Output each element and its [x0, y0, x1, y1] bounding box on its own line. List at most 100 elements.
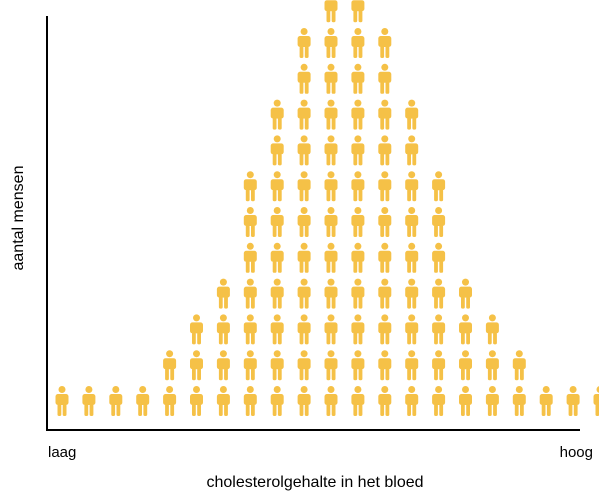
person-icon — [243, 171, 257, 202]
person-icon — [432, 386, 446, 416]
person-icon — [324, 28, 338, 58]
person-icon — [297, 207, 311, 237]
person-icon — [405, 99, 419, 130]
person-icon — [378, 350, 392, 381]
person-icon — [405, 242, 419, 273]
person-icon — [405, 207, 419, 237]
person-icon — [485, 386, 499, 416]
person-icon — [324, 350, 338, 381]
pictogram-column — [566, 386, 580, 416]
person-icon — [136, 386, 150, 416]
person-icon — [216, 314, 230, 345]
person-icon — [459, 386, 472, 416]
person-icon — [270, 278, 284, 309]
person-icon — [297, 350, 311, 381]
person-icon — [324, 99, 338, 130]
person-icon — [270, 207, 284, 237]
person-icon — [270, 99, 284, 130]
person-icon — [270, 135, 284, 166]
pictogram-column — [136, 386, 150, 416]
person-icon — [378, 242, 392, 273]
person-icon — [512, 386, 526, 416]
pictogram-column — [216, 278, 230, 416]
person-icon — [324, 278, 338, 309]
pictogram-column — [378, 28, 392, 416]
person-icon — [297, 28, 311, 58]
person-icon — [351, 278, 365, 309]
person-icon — [216, 278, 230, 309]
pictogram-icons — [55, 0, 599, 416]
person-icon — [297, 171, 311, 202]
person-icon — [566, 386, 580, 416]
person-icon — [297, 386, 311, 416]
person-icon — [378, 171, 392, 202]
pictogram-column — [243, 171, 257, 416]
person-icon — [351, 350, 365, 381]
pictogram-column — [82, 386, 96, 416]
pictogram-column — [459, 278, 472, 416]
person-icon — [405, 171, 419, 202]
person-icon — [432, 207, 446, 237]
person-icon — [270, 242, 284, 273]
pictogram-column — [324, 0, 338, 416]
person-icon — [324, 386, 338, 416]
person-icon — [539, 386, 553, 416]
person-icon — [485, 314, 499, 345]
person-icon — [459, 314, 472, 345]
person-icon — [324, 135, 338, 166]
person-icon — [351, 63, 365, 94]
person-icon — [378, 314, 392, 345]
person-icon — [405, 135, 419, 166]
person-icon — [405, 386, 419, 416]
person-icon — [270, 314, 284, 345]
person-icon — [378, 99, 392, 130]
pictogram-column — [593, 386, 599, 416]
person-icon — [109, 386, 123, 416]
person-icon — [297, 63, 311, 94]
person-icon — [485, 350, 499, 381]
person-icon — [297, 242, 311, 273]
person-icon — [351, 207, 365, 237]
person-icon — [378, 135, 392, 166]
pictogram-column — [512, 350, 526, 416]
person-icon — [243, 314, 257, 345]
person-icon — [216, 350, 230, 381]
x-axis-high-label: hoog — [560, 444, 593, 461]
person-icon — [351, 135, 365, 166]
pictogram-column — [405, 99, 419, 416]
person-icon — [163, 350, 177, 381]
person-icon — [297, 278, 311, 309]
person-icon — [243, 242, 257, 273]
person-icon — [216, 386, 230, 416]
person-icon — [351, 28, 365, 58]
person-icon — [297, 99, 311, 130]
pictogram-column — [163, 350, 177, 416]
person-icon — [190, 350, 203, 381]
person-icon — [405, 350, 419, 381]
x-axis-low-label: laag — [48, 444, 76, 461]
pictogram-column — [109, 386, 123, 416]
pictogram-column — [539, 386, 553, 416]
person-icon — [163, 386, 177, 416]
person-icon — [270, 386, 284, 416]
person-icon — [459, 278, 472, 309]
person-icon — [243, 386, 257, 416]
person-icon — [378, 207, 392, 237]
person-icon — [432, 242, 446, 273]
person-icon — [512, 350, 526, 381]
person-icon — [432, 314, 446, 345]
y-axis-title: aantal mensen — [10, 166, 27, 271]
person-icon — [297, 314, 311, 345]
person-icon — [324, 242, 338, 273]
person-icon — [324, 314, 338, 345]
x-axis-title: cholesterolgehalte in het bloed — [206, 474, 423, 491]
person-icon — [190, 314, 203, 345]
person-icon — [324, 0, 338, 23]
person-icon — [190, 386, 203, 416]
person-icon — [324, 171, 338, 202]
person-icon — [324, 207, 338, 237]
person-icon — [351, 242, 365, 273]
person-icon — [432, 171, 446, 202]
pictogram-column — [55, 386, 69, 416]
